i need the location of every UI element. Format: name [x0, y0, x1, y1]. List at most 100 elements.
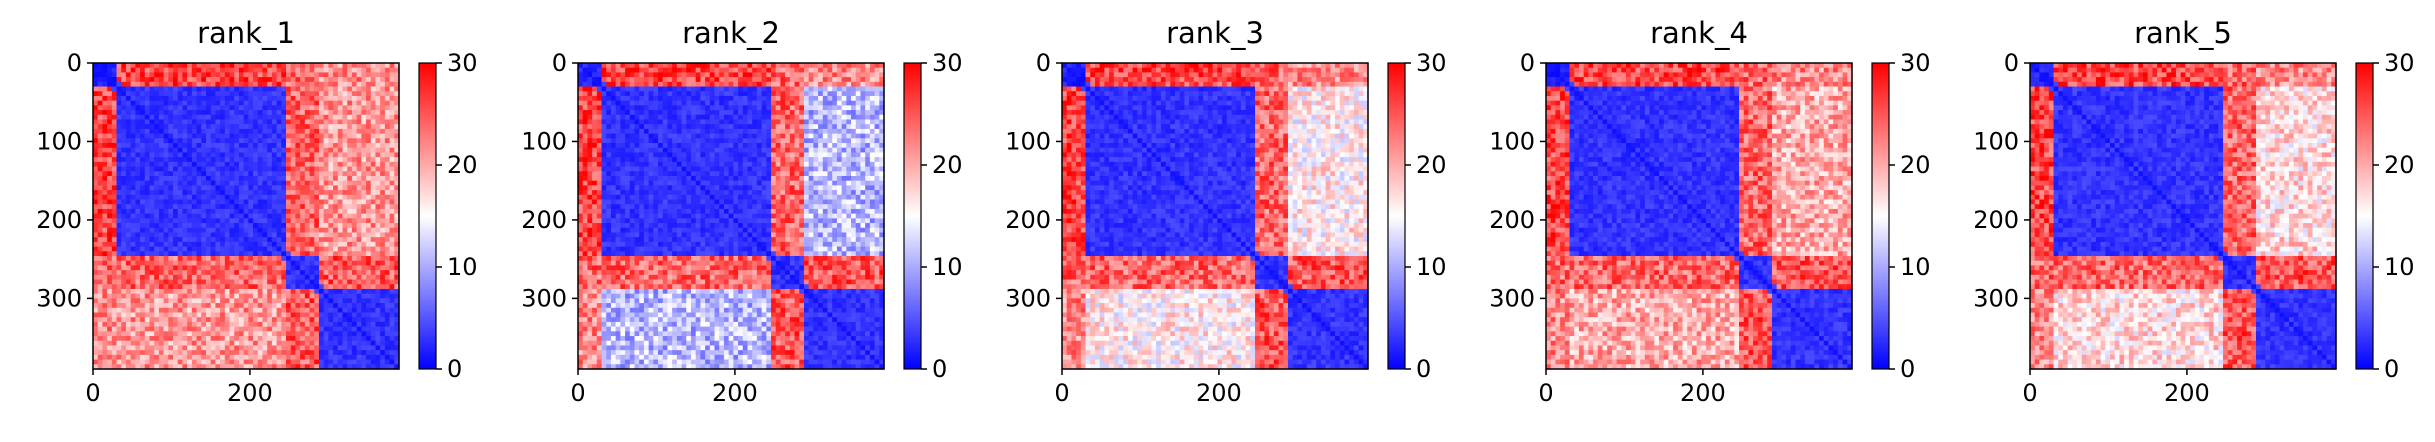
heatmap-cell	[234, 298, 239, 303]
heatmap-cell	[644, 96, 649, 101]
heatmap-cell	[371, 181, 376, 186]
heatmap-cell	[149, 200, 154, 205]
heatmap-cell	[164, 77, 169, 82]
heatmap-cell	[272, 77, 277, 82]
heatmap-cell	[131, 63, 136, 68]
heatmap-cell	[291, 327, 296, 332]
heatmap-cell	[187, 195, 192, 200]
heatmap-cell	[107, 284, 112, 289]
heatmap-cell	[173, 110, 178, 115]
heatmap-cell	[135, 157, 140, 162]
heatmap-cell	[583, 72, 588, 77]
heatmap-cell	[314, 101, 319, 106]
heatmap-cell	[215, 214, 220, 219]
heatmap-cell	[347, 143, 352, 148]
heatmap-cell	[828, 91, 833, 96]
heatmap-cell	[98, 242, 103, 247]
heatmap-cell	[338, 171, 343, 176]
heatmap-cell	[145, 119, 150, 124]
heatmap-cell	[314, 275, 319, 280]
heatmap-cell	[267, 91, 272, 96]
heatmap-cell	[173, 87, 178, 92]
heatmap-cell	[319, 341, 324, 346]
heatmap-cell	[738, 72, 743, 77]
heatmap-cell	[253, 237, 258, 242]
heatmap-cell	[319, 110, 324, 115]
heatmap-cell	[277, 101, 282, 106]
heatmap-cell	[385, 87, 390, 92]
heatmap-cell	[211, 251, 216, 256]
heatmap-cell	[215, 200, 220, 205]
heatmap-cell	[272, 68, 277, 73]
heatmap-cell	[343, 350, 348, 355]
heatmap-cell	[159, 200, 164, 205]
heatmap-cell	[135, 350, 140, 355]
heatmap-cell	[677, 87, 682, 92]
heatmap-cell	[135, 313, 140, 318]
heatmap-cell	[234, 110, 239, 115]
heatmap-cell	[705, 72, 710, 77]
heatmap-cell	[220, 101, 225, 106]
heatmap-cell	[149, 72, 154, 77]
heatmap-cell	[328, 101, 333, 106]
heatmap-cell	[192, 228, 197, 233]
heatmap-cell	[178, 247, 183, 252]
heatmap-cell	[390, 313, 395, 318]
heatmap-cell	[164, 214, 169, 219]
heatmap-cell	[828, 105, 833, 110]
heatmap-cell	[107, 350, 112, 355]
heatmap-cell	[747, 82, 752, 87]
heatmap-cell	[277, 237, 282, 242]
heatmap-cell	[225, 275, 230, 280]
heatmap-cell	[145, 218, 150, 223]
heatmap-cell	[159, 209, 164, 214]
heatmap-cell	[225, 195, 230, 200]
heatmap-cell	[743, 87, 748, 92]
heatmap-cell	[324, 72, 329, 77]
heatmap-cell	[780, 63, 785, 68]
heatmap-cell	[135, 247, 140, 252]
heatmap-cell	[319, 143, 324, 148]
heatmap-cell	[352, 355, 357, 360]
heatmap-cell	[164, 87, 169, 92]
heatmap-cell	[262, 152, 267, 157]
heatmap-cell	[253, 157, 258, 162]
heatmap-cell	[149, 298, 154, 303]
heatmap-cell	[117, 247, 122, 252]
heatmap-cell	[818, 91, 823, 96]
heatmap-cell	[178, 336, 183, 341]
heatmap-cell	[126, 261, 131, 266]
heatmap-cell	[380, 218, 385, 223]
heatmap-cell	[135, 303, 140, 308]
heatmap-cell	[620, 82, 625, 87]
heatmap-cell	[799, 72, 804, 77]
heatmap-cell	[149, 313, 154, 318]
heatmap-cell	[220, 308, 225, 313]
heatmap-cell	[305, 360, 310, 365]
heatmap-cell	[262, 176, 267, 181]
heatmap-cell	[343, 214, 348, 219]
heatmap-cell	[286, 119, 291, 124]
heatmap-cell	[267, 167, 272, 172]
heatmap-cell	[286, 237, 291, 242]
heatmap-cell	[121, 261, 126, 266]
heatmap-cell	[197, 124, 202, 129]
heatmap-cell	[375, 157, 380, 162]
heatmap-cell	[244, 317, 249, 322]
heatmap-cell	[818, 105, 823, 110]
heatmap-cell	[182, 360, 187, 365]
heatmap-cell	[371, 289, 376, 294]
heatmap-cell	[286, 355, 291, 360]
heatmap-cell	[324, 167, 329, 172]
heatmap-cell	[206, 317, 211, 322]
heatmap-cell	[606, 63, 611, 68]
heatmap-cell	[206, 313, 211, 318]
heatmap-cell	[305, 143, 310, 148]
heatmap-cell	[295, 105, 300, 110]
heatmap-cell	[187, 72, 192, 77]
heatmap-cell	[168, 157, 173, 162]
heatmap-cell	[244, 157, 249, 162]
heatmap-cell	[154, 185, 159, 190]
heatmap-cell	[253, 331, 258, 336]
heatmap-cell	[653, 68, 658, 73]
